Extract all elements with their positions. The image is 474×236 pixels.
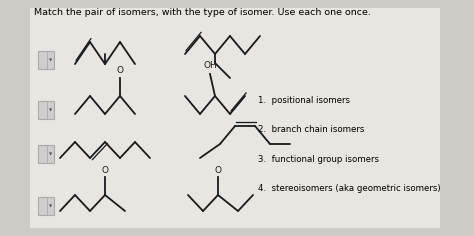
Text: 1.  positional isomers: 1. positional isomers — [258, 96, 350, 105]
FancyBboxPatch shape — [30, 8, 440, 228]
Text: 4.  stereoisomers (aka geometric isomers): 4. stereoisomers (aka geometric isomers) — [258, 184, 441, 193]
FancyBboxPatch shape — [38, 145, 54, 163]
Text: 2.  branch chain isomers: 2. branch chain isomers — [258, 125, 365, 134]
Text: OH: OH — [203, 61, 217, 70]
Text: ▼: ▼ — [49, 109, 52, 113]
Text: O: O — [117, 66, 124, 75]
Text: O: O — [101, 166, 109, 175]
FancyBboxPatch shape — [38, 197, 54, 215]
Text: ▼: ▼ — [49, 59, 52, 63]
Text: ▼: ▼ — [49, 153, 52, 157]
FancyBboxPatch shape — [38, 101, 54, 119]
Text: O: O — [215, 166, 221, 175]
Text: 3.  functional group isomers: 3. functional group isomers — [258, 155, 379, 164]
FancyBboxPatch shape — [38, 51, 54, 69]
Text: ▼: ▼ — [49, 205, 52, 209]
Text: Match the pair of isomers, with the type of isomer. Use each one once.: Match the pair of isomers, with the type… — [34, 8, 371, 17]
